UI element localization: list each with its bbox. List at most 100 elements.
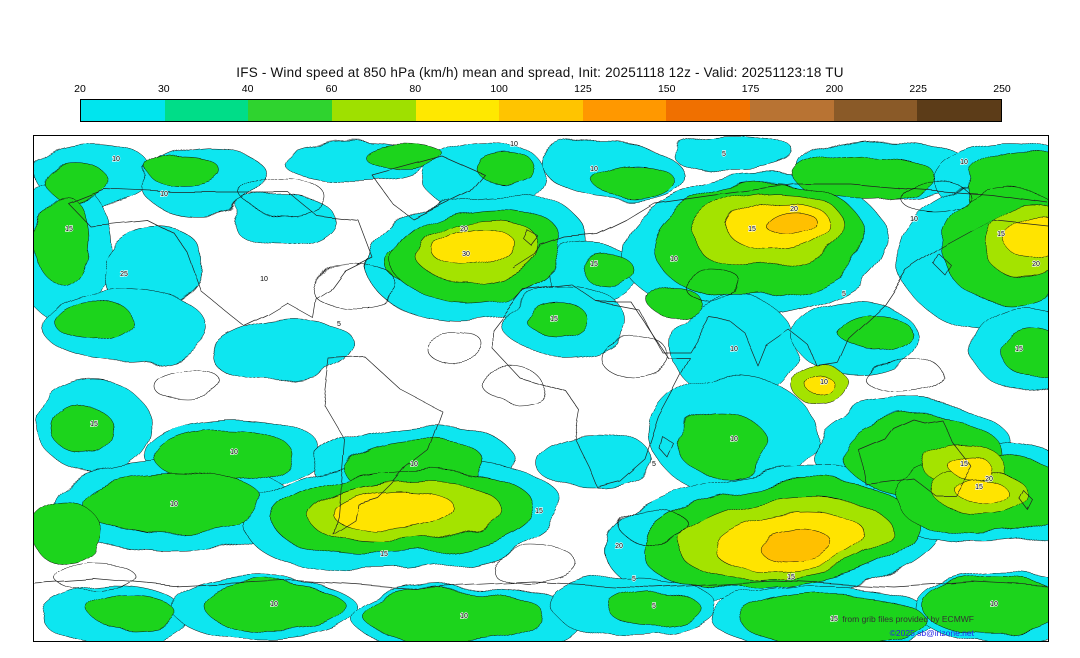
contour-label: 15 bbox=[975, 484, 983, 491]
contour-label: 15 bbox=[590, 261, 598, 268]
colorbar-segment bbox=[164, 100, 249, 121]
colorbar-segment bbox=[415, 100, 500, 121]
contour-label: 10 bbox=[670, 256, 678, 263]
coast-greenland bbox=[371, 155, 486, 221]
coastlines bbox=[34, 155, 1048, 589]
coast-new-zealand bbox=[1019, 490, 1035, 512]
contour-label: 20 bbox=[790, 206, 798, 213]
wind-region-80 bbox=[333, 490, 455, 532]
colorbar-segment bbox=[81, 100, 165, 121]
contour-label: 10 bbox=[590, 166, 598, 173]
contour-label: 10 bbox=[510, 141, 518, 148]
contour-label: 10 bbox=[230, 449, 238, 456]
contour-label: 15 bbox=[550, 316, 558, 323]
colorbar-tick-label: 100 bbox=[490, 83, 508, 95]
credits: from grib files provided by ECMWF ©2025 … bbox=[842, 614, 974, 638]
contour-label: 10 bbox=[730, 436, 738, 443]
contour-label: 10 bbox=[960, 159, 968, 166]
contour-label: 15 bbox=[997, 231, 1005, 238]
wind-region-80 bbox=[953, 476, 1005, 502]
colorbar-tick-label: 40 bbox=[241, 83, 254, 95]
contour-label: 10 bbox=[820, 379, 828, 386]
wind-region-40 bbox=[921, 575, 1048, 637]
colorbar-tick-row: 20 30 40 60 80 100 125 150 175 200 225 250 bbox=[74, 83, 1011, 96]
spread-contour bbox=[148, 365, 220, 397]
spread-contour bbox=[618, 509, 690, 543]
wind-region-40 bbox=[363, 143, 445, 169]
contour-label: 15 bbox=[830, 616, 838, 623]
wind-region-40 bbox=[53, 405, 115, 457]
wind-region-40 bbox=[147, 155, 221, 187]
wind-region-100 bbox=[763, 208, 815, 234]
contour-label: 5 bbox=[632, 576, 636, 583]
wind-region-20 bbox=[671, 136, 797, 173]
colorbar-segment bbox=[248, 100, 332, 121]
colorbar-tick-label: 125 bbox=[574, 83, 592, 95]
colorbar-tick-label: 80 bbox=[409, 83, 422, 95]
colorbar-segment bbox=[331, 100, 416, 121]
contour-label: 10 bbox=[730, 346, 738, 353]
colorbar bbox=[80, 99, 1002, 122]
wind-region-40 bbox=[363, 587, 545, 641]
wind-region-40 bbox=[677, 415, 771, 477]
colorbar-segment bbox=[917, 100, 1002, 121]
wind-region-40 bbox=[473, 150, 535, 182]
credits-source: from grib files provided by ECMWF bbox=[842, 614, 974, 624]
wind-region-20 bbox=[231, 194, 337, 248]
spread-contour bbox=[53, 560, 135, 592]
contour-label: 10 bbox=[410, 461, 418, 468]
chart-title: IFS - Wind speed at 850 hPa (km/h) mean … bbox=[236, 65, 844, 80]
wind-region-40 bbox=[53, 300, 135, 342]
wind-region-40 bbox=[607, 589, 701, 627]
wind-region-40 bbox=[91, 597, 177, 631]
contour-label: 20 bbox=[460, 226, 468, 233]
coast-antarctica bbox=[34, 578, 1048, 589]
coast-uk bbox=[523, 230, 540, 247]
spread-contour bbox=[898, 180, 970, 212]
wind-region-40 bbox=[523, 297, 585, 335]
contour-label: 15 bbox=[535, 508, 543, 515]
contour-label: 10 bbox=[112, 156, 120, 163]
colorbar-tick-label: 20 bbox=[74, 83, 86, 95]
spread-contour bbox=[488, 547, 580, 585]
wind-region-40 bbox=[837, 312, 911, 350]
wind-region-40 bbox=[81, 473, 267, 535]
wind-region-80 bbox=[948, 453, 990, 479]
colorbar-tick-label: 200 bbox=[825, 83, 844, 95]
wind-region-40 bbox=[647, 285, 701, 317]
contour-label: 15 bbox=[380, 551, 388, 558]
contour-label: 15 bbox=[787, 574, 795, 581]
spread-contour-lines bbox=[53, 177, 970, 592]
contour-label: 25 bbox=[120, 271, 128, 278]
spread-contour bbox=[423, 331, 485, 361]
contour-label: 15 bbox=[748, 226, 756, 233]
coast-south-america bbox=[323, 357, 443, 535]
wind-region-40 bbox=[1001, 328, 1048, 378]
colorbar-tick-label: 150 bbox=[657, 83, 676, 95]
contour-label: 30 bbox=[462, 251, 470, 258]
contour-label: 15 bbox=[1015, 346, 1023, 353]
spread-contour bbox=[683, 271, 745, 301]
wind-region-40 bbox=[34, 500, 101, 562]
spread-contour bbox=[483, 370, 545, 402]
coast-north-america bbox=[67, 188, 373, 328]
contour-label: 10 bbox=[910, 216, 918, 223]
wind-region-80 bbox=[804, 373, 834, 395]
contour-label: 10 bbox=[260, 276, 268, 283]
wind-region-80 bbox=[434, 227, 514, 269]
coast-eurasia-north bbox=[512, 183, 1048, 269]
spread-contour bbox=[308, 265, 400, 307]
wind-region-40 bbox=[741, 594, 927, 641]
coast-eurasia-south bbox=[596, 219, 1048, 367]
wind-region-40 bbox=[34, 189, 86, 283]
contour-label: 5 bbox=[652, 461, 656, 468]
contour-label: 15 bbox=[90, 421, 98, 428]
colorbar-tick-label: 225 bbox=[909, 83, 927, 95]
colorbar-tick-label: 30 bbox=[157, 83, 170, 95]
wind-region-40 bbox=[582, 255, 636, 287]
colorbar-tick-label: 250 bbox=[993, 83, 1011, 95]
coast-africa bbox=[492, 284, 691, 488]
contour-label: 5 bbox=[652, 603, 656, 610]
